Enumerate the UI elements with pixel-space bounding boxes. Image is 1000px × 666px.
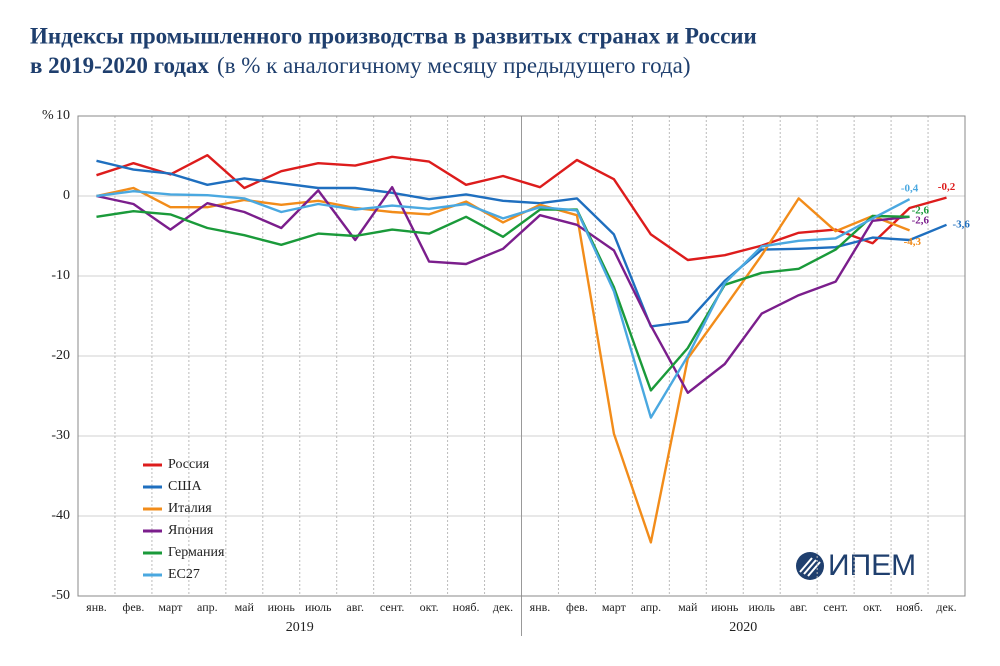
x-tick-label: июнь — [268, 600, 296, 614]
series-line — [96, 190, 911, 419]
x-tick-label: сент. — [823, 600, 848, 614]
x-tick-label: июль — [305, 600, 332, 614]
y-tick-label: -10 — [51, 268, 70, 283]
x-tick-label: окт. — [863, 600, 882, 614]
series-line — [96, 186, 910, 394]
logo-text: ИПЕМ — [828, 549, 916, 582]
series-line — [96, 159, 947, 328]
y-axis-label: % — [42, 108, 54, 123]
value-label: -3,6 — [953, 218, 971, 230]
logo-stripes — [799, 557, 821, 577]
x-tick-label: авг. — [346, 600, 364, 614]
y-tick-label: 0 — [63, 188, 70, 203]
x-tick-label: апр. — [641, 600, 662, 614]
x-tick-label: март — [602, 600, 627, 614]
x-tick-label: июнь — [711, 600, 739, 614]
x-tick-label: дек. — [493, 600, 513, 614]
value-label: -0,4 — [901, 183, 919, 195]
x-tick-label: март — [158, 600, 183, 614]
series-line — [96, 186, 910, 544]
x-tick-label: дек. — [936, 600, 956, 614]
subtitle: (в % к аналогичному месяцу предыдущего г… — [217, 53, 691, 78]
series-line — [96, 154, 947, 262]
legend-label: Германия — [168, 545, 225, 560]
value-label: -2,6 — [912, 204, 930, 216]
chart-title: Индексы промышленного производства в раз… — [30, 23, 757, 48]
legend-label: ЕС27 — [168, 567, 200, 582]
y-tick-label: -50 — [51, 588, 70, 603]
year-label: 2019 — [286, 620, 314, 635]
plot-frame — [77, 115, 966, 597]
x-tick-label: нояб. — [896, 600, 923, 614]
x-tick-label: фев. — [123, 600, 145, 614]
value-label: -4,3 — [904, 236, 922, 248]
y-tick-label: -40 — [51, 508, 70, 523]
y-tick-label: 10 — [56, 108, 70, 123]
year-label: 2020 — [729, 620, 757, 635]
x-tick-label: июль — [748, 600, 775, 614]
x-tick-label: янв. — [530, 600, 551, 614]
x-tick-label: нояб. — [453, 600, 480, 614]
value-label: -2,6 — [912, 214, 930, 226]
x-tick-label: авг. — [790, 600, 808, 614]
legend-label: США — [168, 479, 202, 494]
x-tick-label: фев. — [566, 600, 588, 614]
y-tick-label: -20 — [51, 348, 70, 363]
x-tick-label: май — [678, 600, 698, 614]
legend-label: Япония — [168, 523, 214, 538]
chart-title-line2: в 2019-2020 годах (в % к аналогичному мес… — [30, 53, 690, 78]
x-tick-label: янв. — [86, 600, 107, 614]
legend-label: Италия — [168, 501, 212, 516]
value-label: -0,2 — [938, 181, 956, 193]
x-tick-label: окт. — [420, 600, 439, 614]
legend-label: Россия — [168, 457, 210, 472]
series-line — [96, 208, 910, 392]
title-year: в 2019-2020 годах — [30, 53, 209, 78]
y-tick-label: -30 — [51, 428, 70, 443]
x-tick-label: апр. — [197, 600, 218, 614]
x-tick-label: сент. — [380, 600, 405, 614]
x-tick-label: май — [235, 600, 255, 614]
logo: ИПЕМ — [796, 549, 916, 582]
